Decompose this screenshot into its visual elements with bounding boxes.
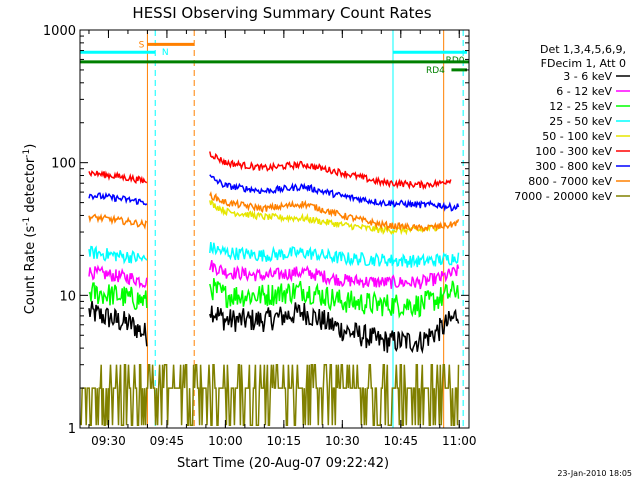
x-tick-label: 10:15 [267,434,302,448]
series-line [88,282,148,311]
legend-label: 100 - 300 keV [535,145,612,158]
flag-label: RD4 [426,66,445,76]
y-tick-label: 1000 [43,24,76,39]
series-line [88,191,148,206]
y-axis: 1 10 100 1000 [43,24,469,437]
y-label-part-2: detector [23,157,38,217]
flag-label: S [139,40,145,50]
flag-label: N [162,48,169,58]
chart-title: HESSI Observing Summary Count Rates [132,4,431,22]
series-line [209,242,460,268]
x-tick-label: 11:00 [442,434,477,448]
series-line [88,300,148,347]
legend-label: 25 - 50 keV [549,115,612,128]
series-line [209,260,460,290]
series-line [88,245,148,265]
x-tick-label: 10:45 [383,434,418,448]
legend-label: 12 - 25 keV [549,100,612,113]
x-tick-label: 10:30 [325,434,360,448]
legend-label: 800 - 7000 keV [528,175,612,188]
legend-label: 3 - 6 keV [563,70,612,83]
x-axis: 09:30 09:45 10:00 10:15 10:30 10:45 11:00 [88,30,477,448]
legend-header: Det 1,3,4,5,6,9, [540,43,626,56]
series-line [88,170,148,185]
legend: Det 1,3,4,5,6,9,FDecim 1, Att 03 - 6 keV… [514,43,630,203]
legend-label: 7000 - 20000 keV [514,190,612,203]
series-line [209,174,460,212]
x-axis-label: Start Time (20-Aug-07 09:22:42) [177,456,389,471]
y-label-sup-2: -1 [22,149,32,158]
series-line [209,151,452,191]
legend-label: 300 - 800 keV [535,160,612,173]
series-line [88,213,148,230]
series-line [209,302,460,355]
series-line [80,363,460,426]
series-line [88,264,148,289]
plot-frame [79,29,470,429]
y-tick-label: 10 [59,289,76,304]
legend-label: 6 - 12 keV [556,85,612,98]
series-line [209,191,460,232]
date-stamp: 23-Jan-2010 18:05 [557,469,632,478]
y-label-sup-1: -1 [22,217,32,226]
y-tick-label: 1 [68,422,76,437]
plot-area: SNRD0RD4 [79,30,469,428]
legend-label: 50 - 100 keV [542,130,612,143]
y-label-part-1: Count Rate (s [23,226,38,315]
x-tick-label: 09:30 [91,434,126,448]
y-axis-label: Count Rate (s-1 detector-1) [22,144,38,315]
y-label-part-3: ) [23,144,38,149]
legend-header: FDecim 1, Att 0 [541,57,626,70]
series-line [209,199,440,236]
y-tick-label: 100 [51,157,76,172]
x-tick-label: 10:00 [208,434,243,448]
x-tick-label: 09:45 [150,434,185,448]
series-line [209,277,460,319]
